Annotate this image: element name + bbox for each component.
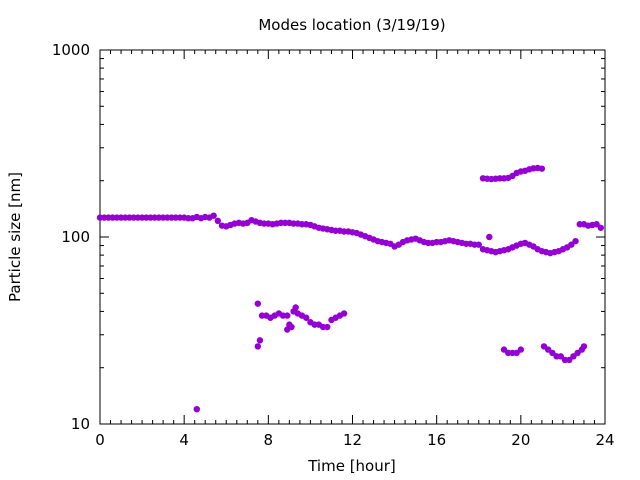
y-tick-label: 1000	[52, 41, 90, 59]
data-point	[256, 337, 264, 344]
data-point	[593, 221, 600, 228]
data-point	[254, 300, 262, 307]
data-point	[572, 237, 579, 245]
data-point	[303, 314, 310, 321]
data-point	[549, 349, 556, 357]
x-tick-label: 20	[511, 431, 530, 449]
data-point	[340, 310, 348, 317]
data-point	[597, 224, 604, 231]
data-points	[96, 164, 604, 413]
y-tick-label: 100	[61, 228, 90, 246]
x-tick-label: 4	[179, 431, 189, 449]
x-tick-label: 12	[343, 431, 362, 449]
data-point	[570, 353, 577, 360]
data-point	[568, 241, 575, 248]
data-point	[288, 323, 295, 331]
y-tick-label: 10	[71, 415, 90, 433]
data-point	[580, 343, 588, 350]
data-point	[210, 212, 217, 219]
data-point	[292, 304, 299, 311]
data-point	[566, 356, 573, 364]
data-point	[214, 217, 222, 225]
data-point	[557, 353, 565, 360]
data-point	[324, 323, 331, 331]
data-point	[254, 343, 262, 350]
data-point	[486, 233, 493, 241]
x-tick-label: 0	[95, 431, 105, 449]
data-point	[284, 312, 291, 319]
chart-title: Modes location (3/19/19)	[258, 16, 445, 34]
data-point	[538, 165, 546, 172]
y-axis-label: Particle size [nm]	[6, 172, 24, 302]
data-point	[517, 346, 525, 353]
x-tick-label: 16	[427, 431, 446, 449]
data-point	[475, 241, 482, 248]
axis-ticks: 0 4 8 12 16 20 24 10 100 1000	[52, 41, 615, 449]
x-tick-label: 8	[264, 431, 274, 449]
plot-frame	[99, 49, 606, 425]
x-tick-label: 24	[595, 431, 614, 449]
data-point	[193, 405, 200, 413]
x-axis-label: Time [hour]	[307, 457, 396, 475]
